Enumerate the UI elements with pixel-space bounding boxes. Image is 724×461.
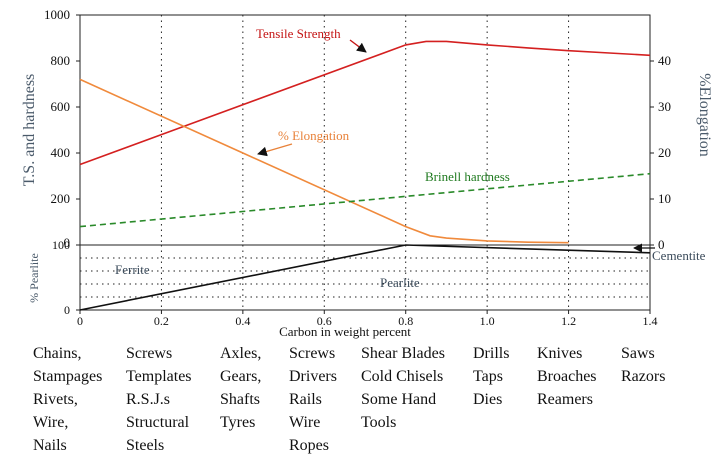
- application-item: Structural: [126, 414, 190, 431]
- application-item: Drivers: [289, 368, 337, 385]
- application-item: Templates: [126, 368, 192, 385]
- upper-panel: 0 200 400 600 800 1000 0 10 20 30 40 T.S. and har…: [21, 7, 713, 252]
- application-column: Shear Blades Cold Chisels Some Hand Tools: [361, 342, 445, 434]
- lower-grid: [80, 245, 650, 310]
- application-item: Nails: [33, 437, 67, 454]
- application-item: Wire,: [33, 414, 69, 431]
- application-item: Saws: [621, 345, 655, 362]
- application-item: Shafts: [220, 391, 260, 408]
- carbon-axis-ticks: 0 0.2 0.4 0.6 0.8 1.0 1.2 1.4: [77, 310, 658, 328]
- application-column: Screws Drivers Rails Wire Ropes: [289, 342, 337, 457]
- pearlite-region-label: Pearlite: [380, 275, 420, 290]
- left-axis-tick-label: 400: [51, 145, 71, 160]
- elongation-line: [79, 78, 569, 244]
- application-item: Dies: [473, 391, 503, 408]
- right-axis-tick-label: 20: [658, 145, 671, 160]
- application-item: Rivets,: [33, 391, 78, 408]
- application-item: Rails: [289, 391, 322, 408]
- application-column: Drills Taps Dies: [473, 342, 509, 411]
- pearlite-axis-tick-label: 100: [52, 238, 70, 252]
- application-item: Steels: [126, 437, 165, 454]
- upper-grid: [160, 15, 570, 245]
- application-item: Some Hand: [361, 391, 437, 408]
- ferrite-label: Ferrite: [115, 262, 150, 277]
- pearlite-axis-tick-label: 0: [64, 303, 70, 317]
- carbon-axis-tick-label: 1.2: [561, 314, 576, 328]
- application-item: Chains,: [33, 345, 82, 362]
- tensile-strength-pointer: [349, 39, 367, 53]
- lower-plot-frame: [79, 244, 651, 311]
- pearlite-line: [79, 244, 651, 311]
- application-column: Knives Broaches Reamers: [537, 342, 597, 411]
- left-axis-label: T.S. and hardness: [21, 74, 38, 187]
- upper-plot-frame: [79, 14, 651, 246]
- carbon-axis-tick-label: 0.4: [235, 314, 250, 328]
- left-axis-tick-label: 800: [51, 53, 71, 68]
- carbon-axis-tick-label: 0.2: [154, 314, 169, 328]
- right-axis-tick-label: 40: [658, 53, 671, 68]
- application-item: Screws: [126, 345, 173, 362]
- application-item: Taps: [473, 368, 503, 385]
- carbon-axis-tick-label: 0: [77, 314, 83, 328]
- left-axis-tick-label: 0: [64, 235, 71, 250]
- application-item: Ropes: [289, 437, 329, 454]
- brinell-hardness-line: [79, 172, 651, 228]
- application-item: Tools: [361, 414, 397, 431]
- left-axis-tick-label: 1000: [44, 7, 70, 22]
- application-item: Razors: [621, 368, 666, 385]
- application-item: Axles,: [220, 345, 262, 362]
- application-item: Stampages: [33, 368, 103, 385]
- lower-series: [79, 244, 651, 311]
- application-column: Axles, Gears, Shafts Tyres: [220, 342, 261, 434]
- application-item: Shear Blades: [361, 345, 445, 362]
- application-item: Wire: [289, 414, 321, 431]
- right-axis-tick-label: 10: [658, 191, 671, 206]
- application-item: Broaches: [537, 368, 597, 385]
- application-item: Cold Chisels: [361, 368, 444, 385]
- x-axis-label: Carbon in weight percent: [279, 324, 411, 339]
- pearlite-axis-label: % Pearlite: [27, 253, 41, 303]
- left-axis-tick-label: 600: [51, 99, 71, 114]
- carbon-axis-tick-label: 1.4: [643, 314, 658, 328]
- application-column: Screws Templates R.S.J.s Structural Steels: [126, 342, 192, 457]
- tensile-strength-line: [79, 40, 651, 166]
- elongation-label: % Elongation: [278, 128, 350, 143]
- brinell-hardness-label: Brinell hardness: [425, 169, 510, 184]
- cementite-label: Cementite: [652, 248, 706, 263]
- right-axis-tick-label: 0: [658, 237, 665, 252]
- application-column: Chains, Stampages Rivets, Wire, Nails: [33, 342, 102, 457]
- right-axis-tick-label: 30: [658, 99, 671, 114]
- application-item: Screws: [289, 345, 336, 362]
- left-axis-ticks: 0 200 400 600 800 1000: [44, 7, 80, 250]
- elongation-pointer: [257, 143, 293, 157]
- left-axis-tick-label: 200: [51, 191, 71, 206]
- carbon-axis-tick-label: 0.6: [317, 314, 332, 328]
- application-item: Drills: [473, 345, 510, 362]
- right-axis-label: %Elongation: [696, 73, 713, 157]
- application-item: Reamers: [537, 391, 593, 408]
- application-column: Saws Razors: [621, 342, 665, 388]
- tensile-strength-label: Tensile Strength: [256, 26, 341, 41]
- carbon-axis-tick-label: 1.0: [480, 314, 495, 328]
- application-item: R.S.J.s: [126, 391, 171, 408]
- right-axis-ticks: 0 10 20 30 40: [650, 53, 671, 252]
- application-item: Tyres: [220, 414, 256, 431]
- carbon-axis-tick-label: 0.8: [398, 314, 413, 328]
- application-item: Gears,: [220, 368, 262, 385]
- upper-series: [79, 40, 651, 244]
- application-item: Knives: [537, 345, 583, 362]
